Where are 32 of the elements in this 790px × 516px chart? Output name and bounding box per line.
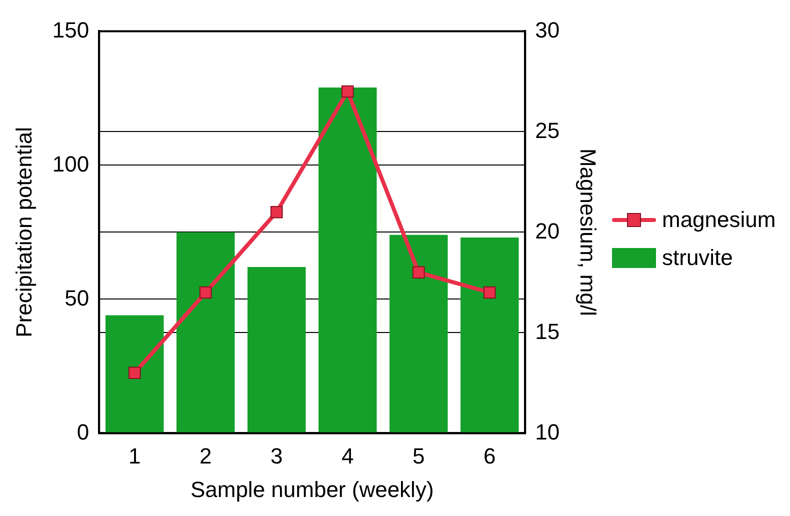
y2-tick-label: 25 — [535, 118, 560, 143]
x-tick-label: 6 — [484, 443, 496, 468]
y2-tick-label: 10 — [535, 419, 560, 444]
y-tick-label: 0 — [76, 419, 90, 444]
legend-label: struvite — [662, 245, 733, 270]
point — [483, 286, 496, 299]
bar — [176, 232, 235, 433]
bar — [318, 87, 377, 433]
y2-tick-label: 30 — [535, 17, 560, 42]
y-axis-title: Precipitation potential — [11, 127, 36, 338]
y-tick-label: 100 — [52, 151, 90, 176]
point — [270, 206, 283, 218]
x-tick-label: 3 — [270, 443, 283, 468]
point — [128, 366, 141, 380]
y2-axis-title: Magnesium, mg/l — [576, 148, 601, 316]
x-tick-label: 1 — [128, 443, 141, 468]
y-tick-label: 150 — [52, 17, 90, 42]
bar — [460, 238, 519, 433]
x-axis-title: Sample number (weekly) — [190, 476, 434, 502]
x-tick-label: 4 — [341, 443, 354, 468]
point — [412, 266, 425, 279]
point — [341, 85, 354, 98]
legend-label: magnesium — [662, 207, 776, 232]
bar — [390, 234, 448, 433]
bar — [248, 267, 306, 433]
x-tick-label: 5 — [412, 443, 425, 468]
bar — [105, 315, 164, 433]
x-tick-label: 2 — [199, 443, 212, 468]
y-tick-label: 50 — [64, 285, 90, 310]
y2-tick-label: 15 — [535, 318, 560, 344]
y2-tick-label: 20 — [535, 218, 560, 244]
point — [199, 286, 212, 299]
